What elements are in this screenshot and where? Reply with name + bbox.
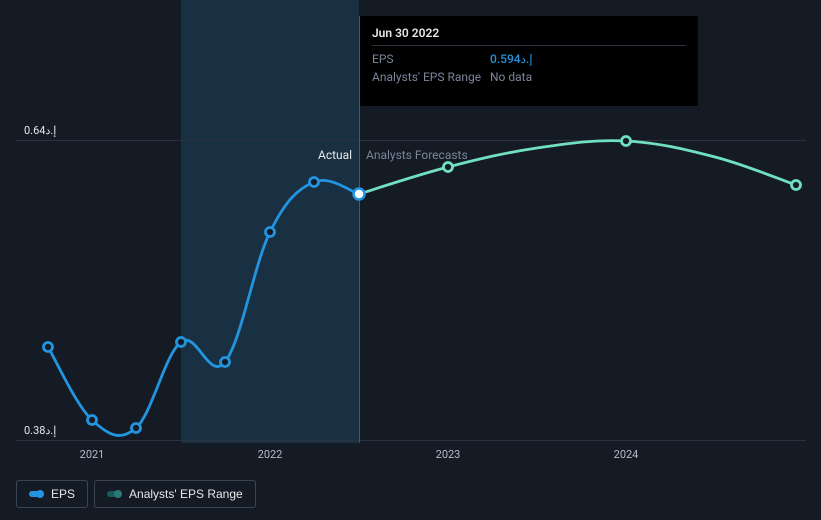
eps-chart: 0.64إ.د 0.38إ.د Actual Analysts Forecast… [0,0,821,520]
tooltip-row-label: EPS [372,50,490,68]
legend-item-eps[interactable]: EPS [16,480,88,508]
tooltip-row-label: Analysts' EPS Range [372,68,490,86]
tooltip-title: Jun 30 2022 [372,26,686,45]
x-axis-label: 2024 [614,448,639,461]
legend: EPS Analysts' EPS Range [16,480,256,508]
legend-swatch-icon [107,491,121,497]
legend-item-range[interactable]: Analysts' EPS Range [94,480,256,508]
tooltip-row: EPS 0.594إ.د [372,50,686,68]
legend-label: Analysts' EPS Range [129,487,243,501]
tooltip-row: Analysts' EPS Range No data [372,68,686,86]
x-axis-label: 2022 [258,448,283,461]
data-tooltip: Jun 30 2022 EPS 0.594إ.د Analysts' EPS R… [360,16,698,106]
x-axis-label: 2021 [80,448,105,461]
legend-swatch-icon [29,491,43,497]
x-axis-label: 2023 [436,448,461,461]
tooltip-divider [372,45,686,46]
tooltip-row-value: 0.594إ.د [490,50,533,68]
legend-label: EPS [51,487,75,501]
tooltip-row-value: No data [490,68,532,86]
